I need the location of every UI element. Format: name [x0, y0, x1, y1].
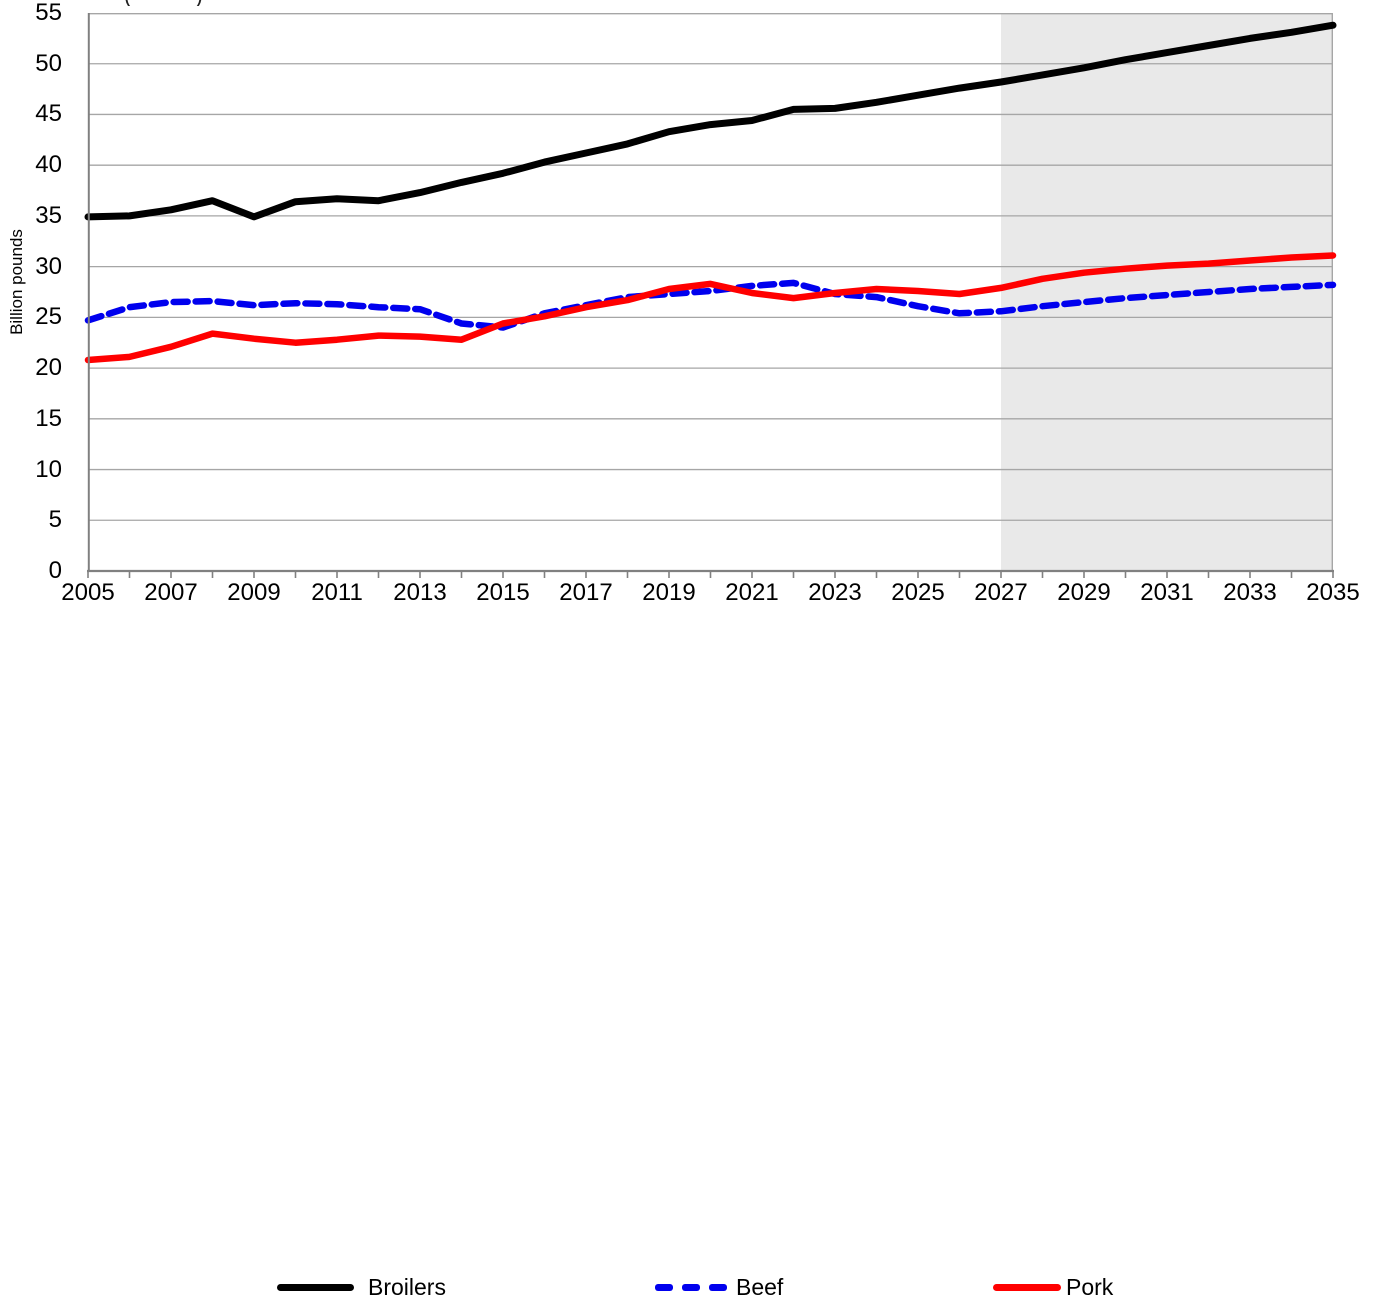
y-tick-label: 55 — [35, 0, 62, 26]
y-tick-label: 20 — [35, 354, 62, 382]
x-tick-label: 2009 — [227, 579, 281, 606]
beef-legend-line — [655, 1284, 727, 1291]
x-tick-label: 2017 — [559, 579, 613, 606]
pork-legend-line — [993, 1284, 1061, 1291]
x-tick-label: 2027 — [974, 579, 1028, 606]
y-tick-label: 15 — [35, 404, 62, 432]
y-tick-label: 50 — [35, 49, 62, 77]
x-tick-label: 2029 — [1057, 579, 1111, 606]
x-tick-label: 2033 — [1223, 579, 1277, 606]
beef-legend-label: Beef — [736, 1274, 784, 1300]
broilers-legend-label: Broilers — [368, 1274, 446, 1300]
y-tick-label: 0 — [48, 557, 62, 584]
x-tick-label: 2031 — [1140, 579, 1194, 606]
x-tick-label: 2015 — [476, 579, 530, 606]
x-tick-label: 2011 — [311, 579, 363, 606]
y-tick-label: 10 — [35, 455, 62, 483]
broilers-legend-line — [277, 1284, 354, 1291]
y-tick-label: 35 — [35, 201, 62, 229]
beef-line — [84, 279, 1337, 331]
y-tick-label: 25 — [35, 303, 62, 331]
pork-line — [84, 252, 1337, 364]
cropped-title-text: ( ) — [124, 0, 203, 6]
x-tick-label: 2023 — [808, 579, 862, 606]
x-tick-label: 2021 — [725, 579, 779, 606]
y-tick-label: 30 — [35, 252, 62, 280]
y-tick-label: 40 — [35, 151, 62, 179]
y-tick-label: 45 — [35, 100, 62, 128]
x-tick-label: 2019 — [642, 579, 696, 606]
pork-legend-label: Pork — [1066, 1274, 1114, 1300]
chart-legend: Broilers Beef Pork — [0, 634, 1400, 1300]
x-tick-label: 2007 — [144, 579, 198, 606]
x-tick-label: 2035 — [1306, 579, 1360, 606]
y-tick-label: 5 — [48, 506, 62, 534]
x-tick-label: 2025 — [891, 579, 945, 606]
broilers-line — [84, 21, 1337, 221]
x-tick-label: 2005 — [61, 579, 115, 606]
line-chart — [84, 12, 1337, 578]
cropped-title-fragment: ( ) — [124, 0, 214, 6]
x-tick-label: 2013 — [393, 579, 447, 606]
